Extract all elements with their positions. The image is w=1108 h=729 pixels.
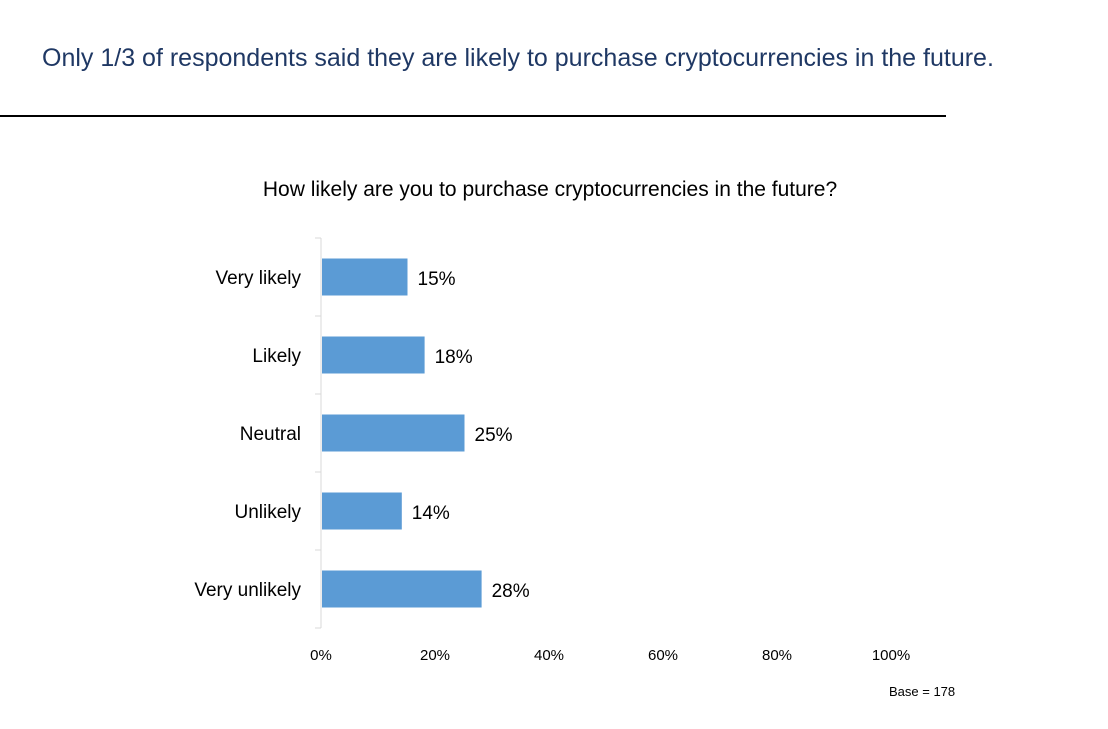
x-tick-label: 80% [762,647,792,664]
category-label: Very likely [215,268,301,289]
bar [322,258,408,296]
category-label: Very unlikely [194,580,301,601]
category-label: Unlikely [234,502,301,523]
bar [322,414,465,452]
x-tick-label: 40% [534,647,564,664]
bar [322,492,402,530]
slide-title: Only 1/3 of respondents said they are li… [42,44,994,72]
x-tick-label: 60% [648,647,678,664]
bar [322,336,425,374]
x-tick-label: 0% [310,647,332,664]
chart-bars [322,258,482,608]
chart-axis [315,237,322,629]
data-label: 14% [412,503,450,524]
data-label: 15% [418,269,456,290]
data-label: 28% [492,581,530,602]
category-label: Neutral [240,424,301,445]
category-label: Likely [252,346,301,367]
bar [322,570,482,608]
x-tick-label: 100% [872,647,910,664]
x-tick-label: 20% [420,647,450,664]
chart-title: How likely are you to purchase cryptocur… [262,178,838,201]
data-label: 18% [435,347,473,368]
chart-labels: Very likely 15% Likely 18% Neutral 25% Unlikel… [194,268,910,664]
base-footnote: Base = 178 [889,684,956,699]
title-divider [0,115,946,117]
data-label: 25% [475,425,513,446]
